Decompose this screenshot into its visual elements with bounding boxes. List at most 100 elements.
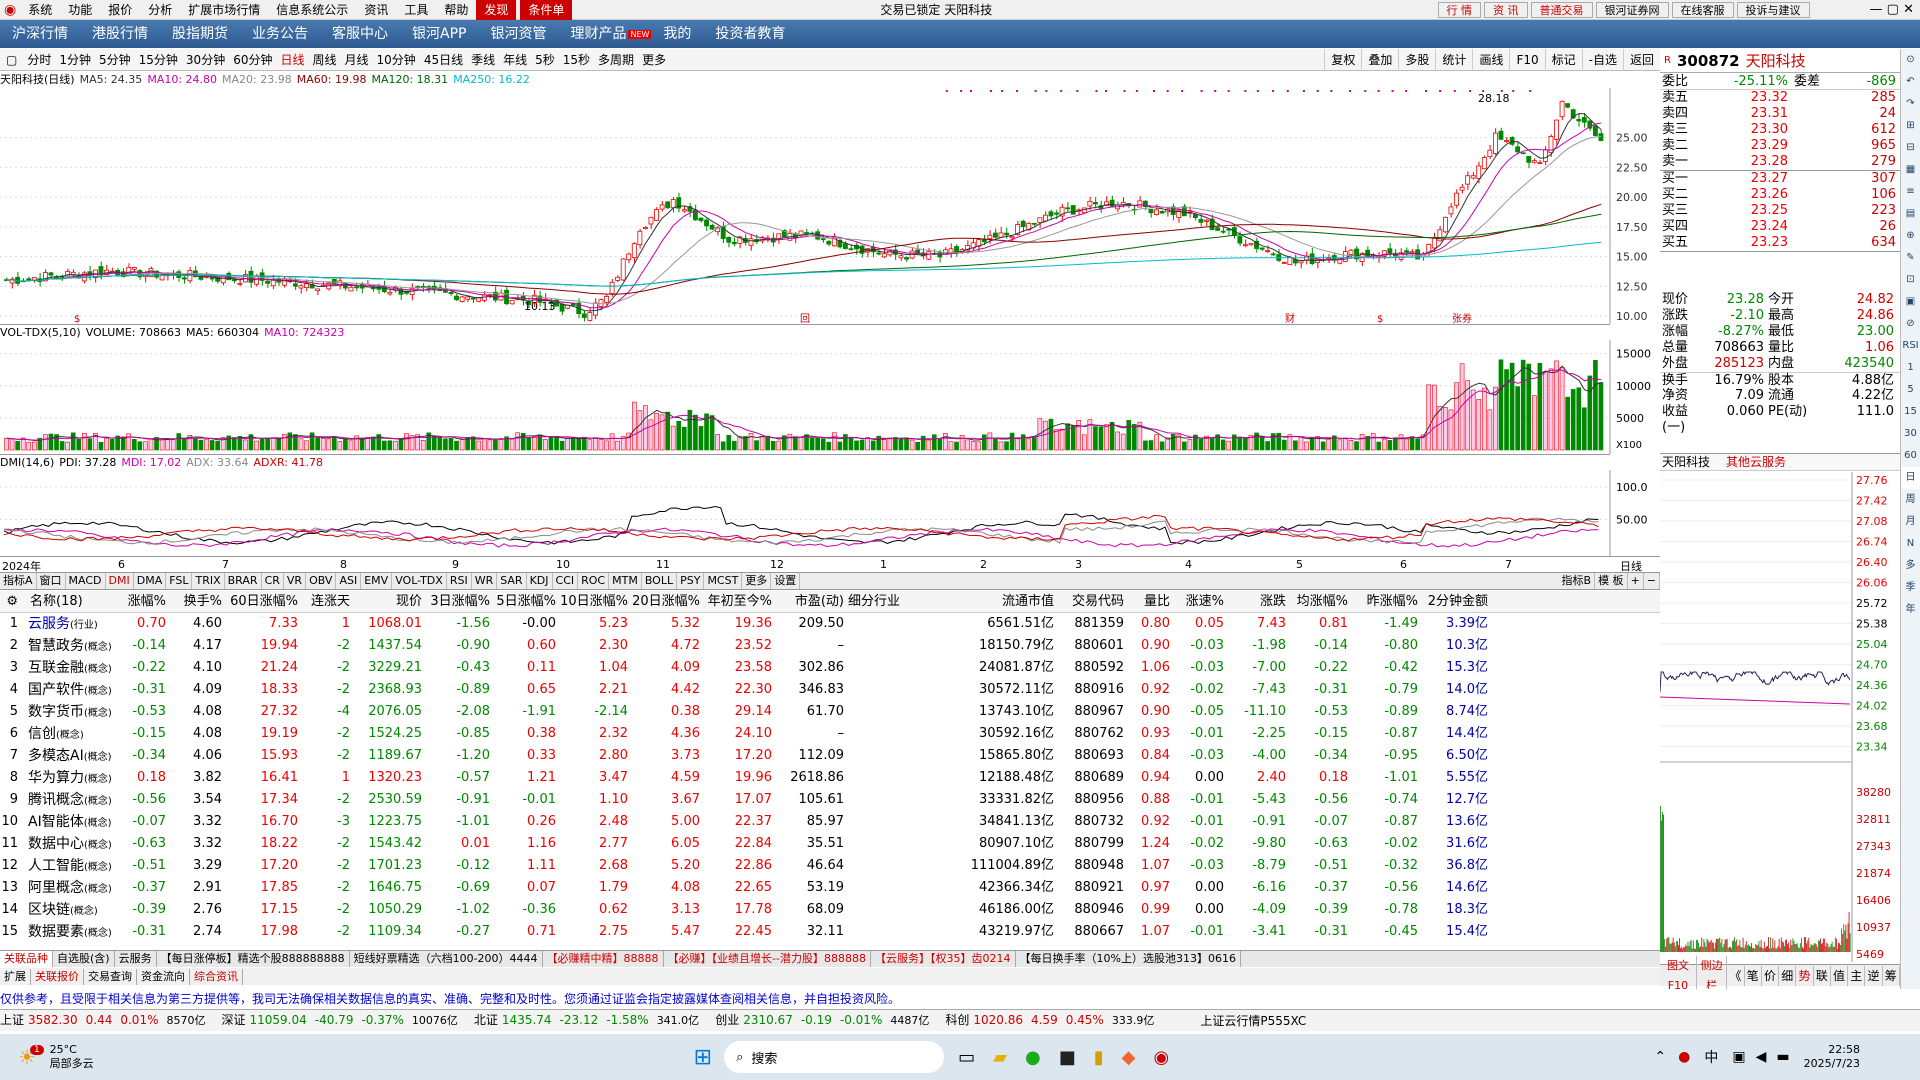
row-name[interactable]: 数据中心(概念) [22, 833, 112, 855]
indicator-tab-20[interactable]: MTM [609, 573, 642, 589]
volume-icon[interactable]: ◀ [1755, 1049, 1767, 1065]
table-row[interactable]: 6 信创(概念) -0.15 4.08 19.19 -2 1524.25 -0.85 0.38 2… [0, 723, 1660, 745]
file-explorer-icon[interactable]: ▰ [993, 1046, 1007, 1068]
right-btn-7[interactable]: 联 [1814, 965, 1831, 986]
nav-item-4[interactable]: 客服中心 [332, 26, 388, 42]
intraday-chart[interactable]: 27.76 27.42 27.08 26.74 26.40 26.06 25.72 25.38… [1660, 472, 1900, 962]
chart-tool-0[interactable]: 复权 [1324, 48, 1361, 71]
toggle-panel-icon[interactable]: ▢ [6, 52, 18, 67]
indicator-tab-5[interactable]: FSL [166, 573, 193, 589]
sector-name[interactable]: 华为算力 [28, 770, 84, 786]
chart-tool-4[interactable]: 画线 [1472, 48, 1509, 71]
period-0[interactable]: 分时 [27, 52, 52, 67]
sidebar-tool-icon-0[interactable]: ⊙ [1906, 54, 1915, 65]
indicator-tab-19[interactable]: ROC [578, 573, 610, 589]
row-name[interactable]: 数据要素(概念) [22, 921, 112, 943]
indicator-tab-9[interactable]: VR [284, 573, 307, 589]
menu-item-1[interactable]: 功能 [68, 2, 93, 17]
sidebar-period-1[interactable]: 1 [1907, 362, 1914, 373]
bid-price[interactable]: 23.25 [1750, 203, 1788, 218]
col-header-3[interactable]: 换手% [183, 594, 222, 609]
row-name[interactable]: 人工智能(概念) [22, 855, 112, 877]
indicator-tab-25[interactable]: 设置 [771, 573, 801, 589]
index-0[interactable]: 上证 3582.30 0.44 0.01% 8570亿 [0, 1009, 205, 1032]
price-kline-chart[interactable]: 25.00 22.50 20.00 17.50 15.00 12.50 10.00 $ 回 财 $ 张… [0, 88, 1660, 324]
bottom-tab-1[interactable]: 自选股(含) [53, 951, 115, 967]
nav-item-1[interactable]: 港股行情 [92, 26, 148, 42]
volume-chart[interactable]: 15000 10000 5000 X100 [0, 340, 1660, 454]
chart-tool-8[interactable]: 返回 [1622, 48, 1660, 71]
dmi-chart[interactable]: 100.0 50.00 [0, 470, 1660, 556]
col-header-11[interactable]: 年初至今% [707, 594, 772, 609]
indicator-tab-0[interactable]: 指标A [0, 573, 37, 589]
ask-price[interactable]: 23.29 [1750, 138, 1788, 153]
indicator-tab-17[interactable]: KDJ [527, 573, 553, 589]
col-header-8[interactable]: 5日涨幅% [496, 594, 556, 609]
sidebar-period-11[interactable]: 季 [1905, 582, 1916, 593]
chart-tool-2[interactable]: 多股 [1398, 48, 1435, 71]
indicator-tab-8[interactable]: CR [262, 573, 284, 589]
index-4[interactable]: 科创 1020.86 4.59 0.45% 333.9亿 [945, 1009, 1154, 1032]
nav-item-7[interactable]: 理财产品 [570, 26, 627, 42]
row-name[interactable]: 智慧政务(概念) [22, 635, 112, 657]
sidebar-tool-icon-9[interactable]: ✎ [1906, 252, 1915, 263]
sidebar-tool-icon-11[interactable]: ▣ [1905, 296, 1916, 307]
indicator-tab-24[interactable]: 更多 [742, 573, 772, 589]
right-btn-3[interactable]: 笔 [1745, 965, 1762, 986]
sector-name[interactable]: 阿里概念 [28, 880, 84, 896]
table-row[interactable]: 4 国产软件(概念) -0.31 4.09 18.33 -2 2368.93 -0.89 0.6… [0, 679, 1660, 701]
row-name[interactable]: 互联金融(概念) [22, 657, 112, 679]
menu-right-5[interactable]: 投诉与建议 [1736, 1, 1810, 18]
ask-price[interactable]: 23.30 [1750, 122, 1788, 137]
period-6[interactable]: 日线 [280, 52, 305, 67]
table-row[interactable]: 15 数据要素(概念) -0.31 2.74 17.98 -2 1109.34 -0.27 0.… [0, 921, 1660, 943]
sidebar-period-9[interactable]: N [1906, 538, 1915, 549]
col-header-19[interactable]: 均涨幅% [1296, 594, 1348, 609]
row-name[interactable]: 华为算力(概念) [22, 767, 112, 789]
sidebar-period-6[interactable]: 日 [1901, 467, 1920, 489]
indicator-tab-21[interactable]: BOLL [642, 573, 678, 589]
col-header-9[interactable]: 10日涨幅% [560, 594, 628, 609]
bottom-tab-7[interactable]: 【云服务】【权35】齿0214 [871, 951, 1016, 967]
sidebar-tool-icon-2[interactable]: ↷ [1906, 98, 1915, 109]
indicator-tab-4[interactable]: DMA [134, 573, 167, 589]
bottom-tab-0[interactable]: 关联品种 [0, 951, 53, 967]
ask-price[interactable]: 23.31 [1750, 106, 1788, 121]
col-header-2[interactable]: 涨幅% [127, 594, 166, 609]
sector-name[interactable]: 信创 [28, 726, 56, 742]
bottom-tab2-1[interactable]: 关联报价 [31, 968, 84, 985]
nav-item-6[interactable]: 银河资管 [490, 26, 547, 42]
sidebar-tool-icon-3[interactable]: ⊞ [1906, 120, 1915, 131]
sector-name[interactable]: 区块链 [28, 902, 70, 918]
sidebar-tool-icon-1[interactable]: ↶ [1906, 76, 1915, 87]
index-2[interactable]: 北证 1435.74 -23.12 -1.58% 341.0亿 [474, 1009, 699, 1032]
chart-tool-7[interactable]: -自选 [1581, 48, 1623, 71]
right-btn-10[interactable]: 逆 [1865, 965, 1883, 986]
app-icon-4[interactable]: ◆ [1121, 1046, 1136, 1068]
col-header-16[interactable]: 量比 [1143, 594, 1170, 609]
row-name[interactable]: 国产软件(概念) [22, 679, 112, 701]
app-icon-2[interactable]: ■ [1058, 1046, 1076, 1068]
menu-item-7[interactable]: 工具 [404, 2, 429, 17]
right-btn-2[interactable]: 《 [1727, 965, 1745, 986]
table-row[interactable]: 10 AI智能体(概念) -0.07 3.32 16.70 -3 1223.75 -1.01 0… [0, 811, 1660, 833]
sidebar-tool-icon-12[interactable]: ⊘ [1906, 318, 1915, 329]
sidebar-period-0[interactable]: RSI [1902, 340, 1919, 351]
indicator-tab-16[interactable]: SAR [497, 573, 527, 589]
indicator-tab-7[interactable]: BRAR [225, 573, 262, 589]
col-header-13[interactable]: 细分行业 [848, 594, 901, 609]
right-btn-11[interactable]: 筹 [1883, 965, 1900, 986]
table-row[interactable]: 14 区块链(概念) -0.39 2.76 17.15 -2 1050.29 -1.02 -0.… [0, 899, 1660, 921]
col-header-4[interactable]: 60日涨幅% [230, 594, 298, 609]
indicator-right-0[interactable]: 指标B [1559, 573, 1596, 589]
index-3[interactable]: 创业 2310.67 -0.19 -0.01% 4487亿 [715, 1009, 929, 1032]
col-header-14[interactable]: 流通市值 [1001, 594, 1054, 609]
menu-item-8[interactable]: 帮助 [444, 2, 469, 17]
sector-name[interactable]: 国产软件 [28, 682, 84, 698]
nav-item-0[interactable]: 沪深行情 [12, 26, 68, 42]
col-header-7[interactable]: 3日涨幅% [430, 594, 490, 609]
sector-name[interactable]: 数据要素 [28, 924, 84, 940]
table-row[interactable]: 5 数字货币(概念) -0.53 4.08 27.32 -4 2076.05 -2.08 -1.… [0, 701, 1660, 723]
indicator-tab-2[interactable]: MACD [66, 573, 106, 589]
right-btn-5[interactable]: 细 [1779, 965, 1797, 986]
